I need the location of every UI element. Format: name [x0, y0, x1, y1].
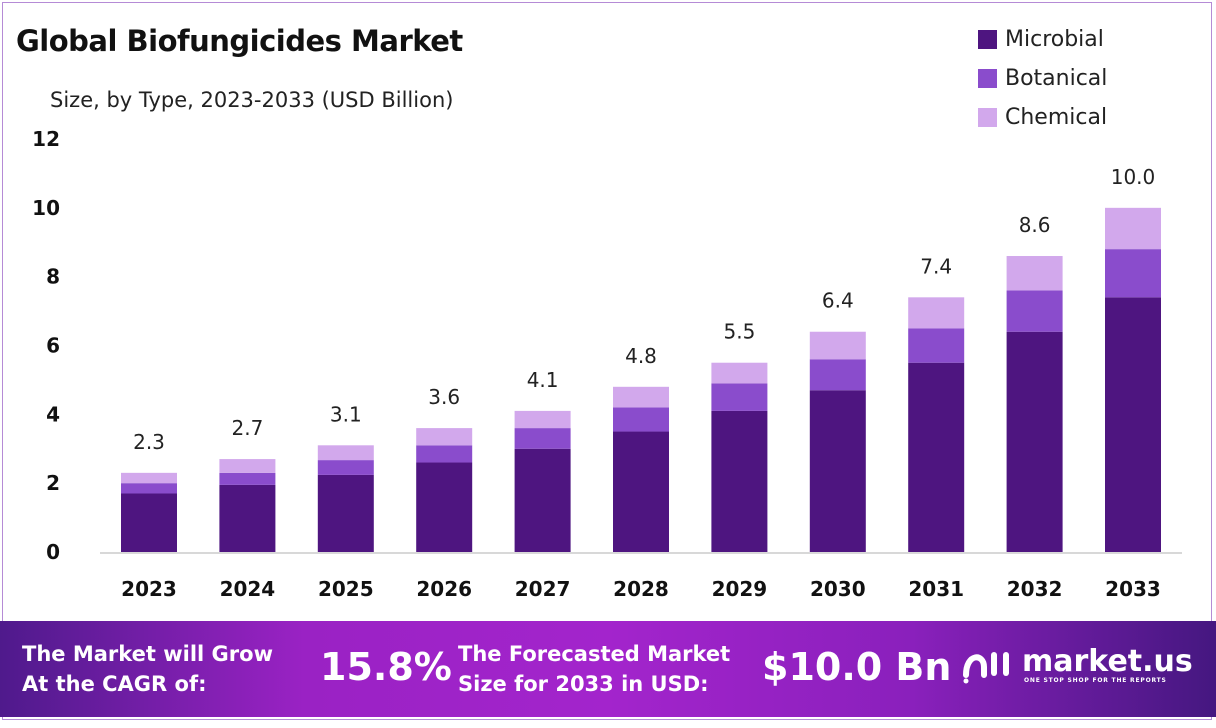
bar-segment-microbial: [514, 448, 571, 552]
bar-segment-microbial: [1006, 331, 1063, 552]
bar-segment-microbial: [416, 462, 473, 552]
bar-segment-botanical: [121, 483, 177, 494]
legend-item-botanical: Botanical: [978, 59, 1107, 98]
bar-segment-microbial: [317, 474, 374, 552]
forecast-value: $10.0 Bn: [762, 645, 952, 689]
legend-label: Chemical: [1005, 105, 1108, 130]
bar-segment-chemical: [1006, 256, 1063, 291]
bar-segment-botanical: [1006, 290, 1063, 332]
market-us-logo: market.us ONE STOP SHOP FOR THE REPORTS: [962, 645, 1193, 685]
legend-item-chemical: Chemical: [978, 98, 1107, 137]
bar-segment-microbial: [908, 362, 965, 552]
legend-swatch: [978, 69, 997, 88]
y-tick-label: 6: [46, 334, 60, 358]
cagr-label-line: The Market will Grow: [22, 642, 273, 666]
total-label: 8.6: [1019, 213, 1051, 237]
logo-name: market.us: [1022, 643, 1193, 679]
x-tick-label: 2031: [908, 577, 964, 601]
legend-label: Botanical: [1005, 66, 1108, 91]
bar-segment-botanical: [317, 460, 374, 475]
bar-segment-chemical: [121, 472, 177, 484]
x-tick-label: 2027: [515, 577, 571, 601]
total-label: 7.4: [920, 254, 952, 278]
bar-segment-chemical: [219, 459, 276, 473]
bar-segment-botanical: [514, 428, 571, 449]
cagr-label-line: At the CAGR of:: [22, 672, 207, 696]
chart-plot: 0 2 4 6 8 10 12 2.3 2023 2.7 2024 3.1 2025 3.6 2026 4.1…: [32, 127, 1182, 601]
forecast-label-line: The Forecasted Market: [458, 642, 731, 666]
total-label: 10.0: [1111, 165, 1156, 189]
y-tick-label: 8: [46, 265, 60, 289]
bar-segment-chemical: [711, 362, 768, 384]
x-tick-label: 2024: [220, 577, 276, 601]
bar-segment-botanical: [219, 472, 276, 485]
x-tick-label: 2025: [318, 577, 374, 601]
bar-segment-chemical: [317, 445, 374, 461]
bar-segment-microbial: [219, 484, 276, 552]
total-label: 2.7: [231, 416, 263, 440]
chart-subtitle: Size, by Type, 2023-2033 (USD Billion): [50, 88, 454, 112]
bar-segment-microbial: [1105, 297, 1161, 552]
y-tick-label: 4: [46, 402, 60, 426]
bar-segment-botanical: [613, 407, 669, 432]
total-label: 4.8: [625, 344, 657, 368]
forecast-label-line: Size for 2033 in USD:: [458, 672, 709, 696]
x-tick-label: 2026: [416, 577, 472, 601]
bar-segment-chemical: [416, 428, 473, 446]
bar-segment-chemical: [514, 410, 571, 429]
cagr-value: 15.8%: [320, 645, 452, 689]
total-label: 6.4: [822, 289, 854, 313]
total-label: 4.1: [527, 368, 559, 392]
x-tick-label: 2023: [121, 577, 177, 601]
bar-segment-microbial: [121, 493, 177, 552]
legend-swatch: [978, 108, 997, 127]
x-tick-label: 2028: [613, 577, 669, 601]
bar-segment-chemical: [1105, 207, 1161, 250]
total-label: 2.3: [133, 430, 165, 454]
bar-segment-microbial: [809, 390, 866, 552]
summary-banner: The Market will Grow At the CAGR of: 15.…: [0, 621, 1216, 717]
cagr-label: The Market will Grow At the CAGR of:: [22, 639, 273, 699]
bar-segment-botanical: [809, 359, 866, 391]
y-tick-label: 10: [32, 196, 60, 220]
bar-segment-botanical: [1105, 249, 1161, 298]
forecast-label: The Forecasted Market Size for 2033 in U…: [458, 639, 730, 699]
bar-segment-microbial: [613, 431, 669, 552]
bar-segment-microbial: [711, 410, 768, 552]
legend-swatch: [978, 30, 997, 49]
legend: Microbial Botanical Chemical: [978, 20, 1107, 137]
logo-tagline: ONE STOP SHOP FOR THE REPORTS: [1024, 676, 1167, 684]
x-tick-label: 2029: [712, 577, 768, 601]
x-tick-label: 2032: [1007, 577, 1063, 601]
legend-label: Microbial: [1005, 27, 1104, 52]
total-label: 3.1: [330, 402, 362, 426]
x-tick-label: 2030: [810, 577, 866, 601]
bar-segment-botanical: [416, 445, 473, 463]
bar-segment-chemical: [613, 386, 669, 408]
y-tick-label: 0: [46, 540, 60, 564]
bar-segment-chemical: [908, 297, 965, 329]
bar-segment-botanical: [711, 383, 768, 411]
legend-item-microbial: Microbial: [978, 20, 1107, 59]
y-tick-label: 2: [46, 471, 60, 495]
bar-segment-chemical: [809, 331, 866, 360]
x-tick-label: 2033: [1105, 577, 1161, 601]
total-label: 5.5: [723, 320, 755, 344]
y-tick-label: 12: [32, 127, 60, 151]
total-label: 3.6: [428, 385, 460, 409]
chart-title: Global Biofungicides Market: [16, 24, 463, 58]
bar-segment-botanical: [908, 328, 965, 363]
logo-icon: [963, 652, 1009, 684]
